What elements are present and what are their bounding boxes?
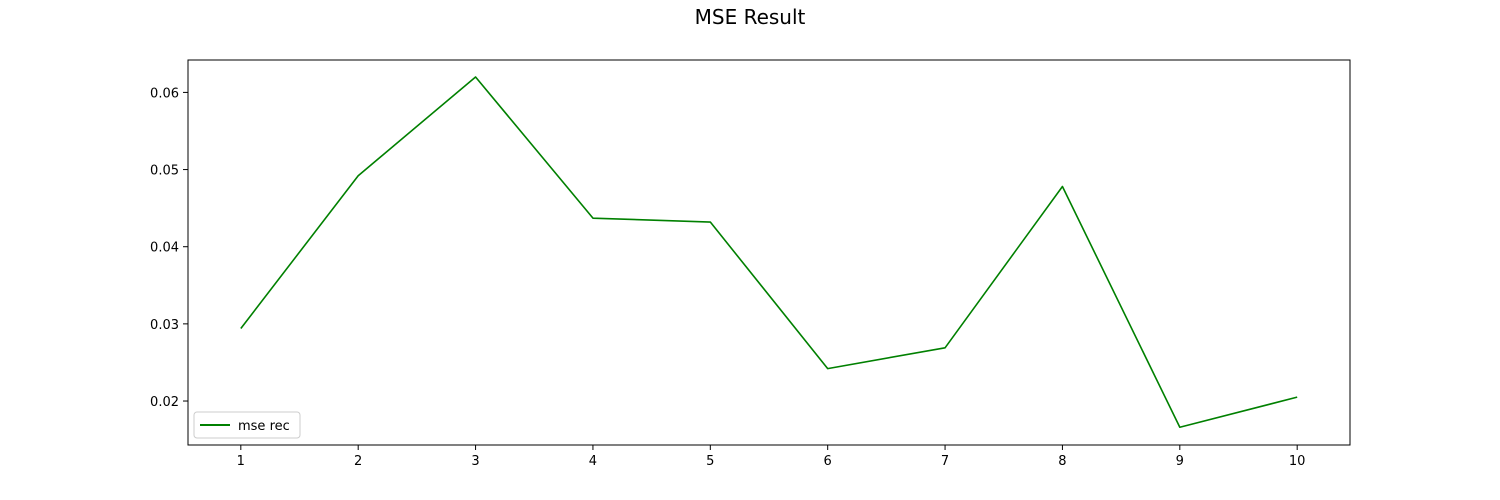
x-axis: 1 2 3 4 5 6 7 8 9 10	[237, 445, 1306, 469]
y-tick-label: 0.03	[150, 318, 179, 333]
x-tick-label: 5	[706, 454, 714, 469]
legend-box	[193, 411, 301, 439]
x-tick-label: 3	[471, 454, 479, 469]
x-tick-label: 7	[941, 454, 949, 469]
legend: mse rec	[193, 411, 301, 439]
plot-area	[187, 59, 1351, 446]
x-tick-label: 4	[589, 454, 597, 469]
x-tick-label: 9	[1176, 454, 1184, 469]
y-tick-label: 0.04	[150, 241, 179, 256]
x-tick-label: 8	[1058, 454, 1066, 469]
y-tick-label: 0.02	[150, 395, 179, 410]
chart-title: MSE Result	[694, 5, 806, 29]
y-tick-label: 0.06	[150, 86, 179, 101]
x-tick-label: 1	[237, 454, 245, 469]
x-tick-label: 6	[824, 454, 832, 469]
x-tick-label: 2	[354, 454, 362, 469]
series-line-mse-rec	[240, 76, 1298, 429]
y-axis: 0.02 0.03 0.04 0.05 0.06	[150, 86, 188, 410]
series-layer	[240, 76, 1298, 429]
y-tick-label: 0.05	[150, 164, 179, 179]
legend-label: mse rec	[238, 419, 290, 434]
x-tick-label: 10	[1289, 454, 1306, 469]
